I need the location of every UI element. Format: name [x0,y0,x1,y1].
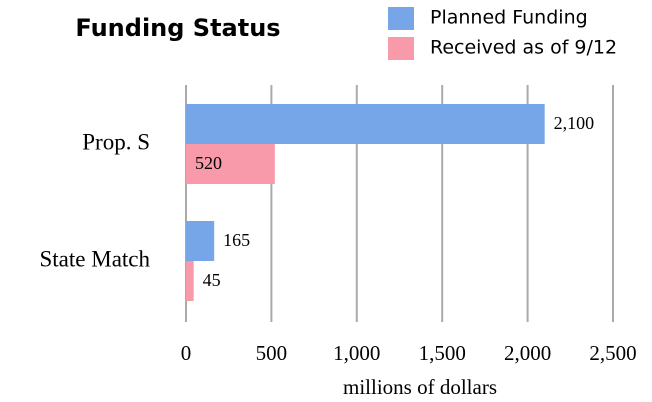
data-label: 520 [195,153,222,173]
y-tick-label: Prop. S [82,129,150,154]
x-tick-label: 2,500 [589,341,636,365]
x-axis-label: millions of dollars [343,375,497,399]
data-label: 45 [203,270,221,290]
x-tick-label: 1,000 [333,341,380,365]
y-tick-label: State Match [40,246,151,271]
bar [186,221,215,261]
x-tick-label: 0 [181,341,192,365]
legend-swatch [388,7,414,30]
bar [186,144,275,184]
x-tick-label: 2,000 [504,341,551,365]
chart-title: Funding Status [75,14,280,42]
data-label: 2,100 [554,113,595,133]
legend-swatch [388,37,414,60]
x-tick-label: 1,500 [419,341,466,365]
bar [186,104,545,144]
legend-label: Received as of 9/12 [430,37,617,59]
legend-label: Planned Funding [430,7,588,29]
data-label: 165 [223,230,250,250]
bar [186,261,194,301]
x-tick-label: 500 [256,341,288,365]
